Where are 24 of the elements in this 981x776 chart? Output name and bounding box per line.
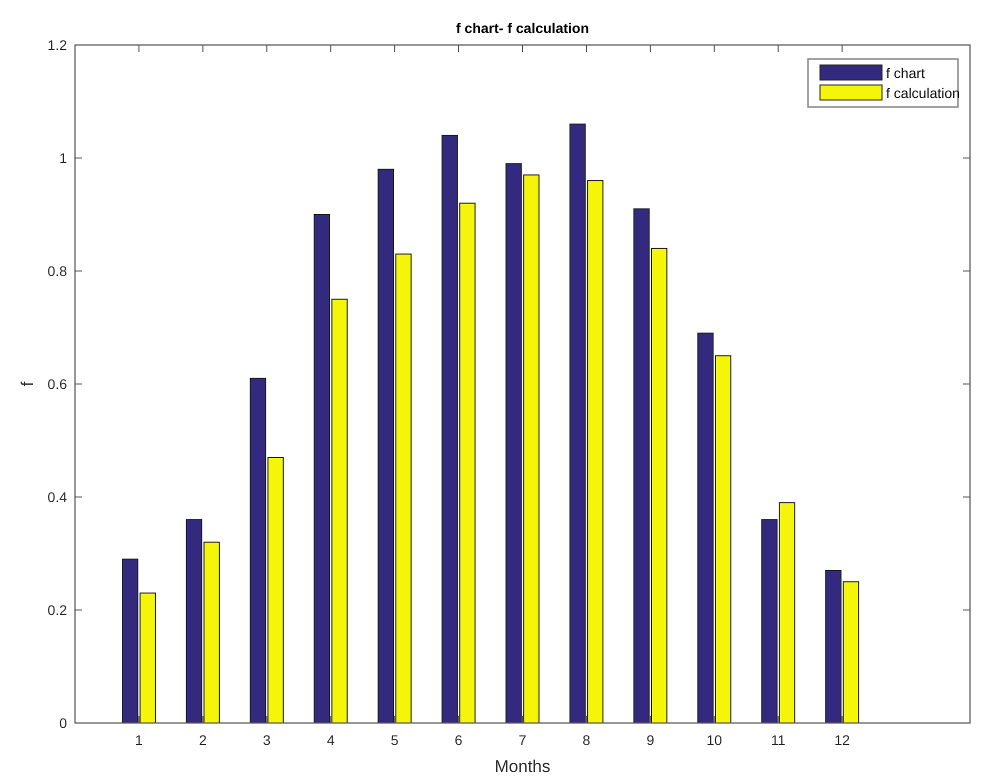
x-tick-label: 11 [770, 732, 786, 748]
x-tick-label: 9 [646, 732, 654, 748]
x-tick-label: 6 [454, 732, 463, 748]
chart-title: f chart- f calculation [456, 20, 590, 36]
x-tick-label: 2 [198, 732, 207, 748]
y-tick-label: 0.6 [48, 376, 68, 392]
x-tick-label: 12 [834, 732, 850, 748]
y-tick-label: 0.4 [48, 488, 68, 505]
x-axis-title: Months [494, 757, 550, 776]
legend-label: f calculation [886, 84, 960, 101]
y-tick-label: 0 [59, 714, 68, 731]
x-tick-label: 3 [262, 732, 271, 748]
x-tick-label: 10 [706, 732, 722, 748]
y-tick-label: 1 [59, 150, 68, 166]
legend-label: f chart [886, 64, 926, 81]
y-axis-title: f [18, 381, 37, 386]
x-tick-label: 4 [326, 732, 335, 748]
y-tick-label: 1.2 [48, 36, 68, 53]
y-tick-label: 0.2 [48, 602, 68, 618]
y-tick-label: 0.8 [48, 262, 68, 279]
x-tick-label: 8 [582, 732, 591, 748]
x-tick-label: 5 [390, 732, 399, 748]
x-tick-label: 1 [135, 732, 144, 748]
x-tick-label: 7 [518, 732, 527, 748]
